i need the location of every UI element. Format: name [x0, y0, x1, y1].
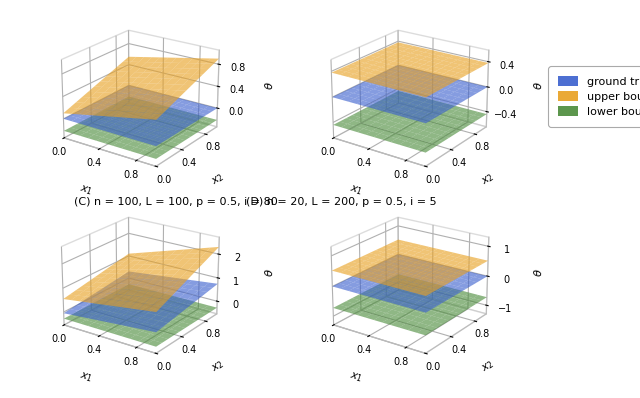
- Y-axis label: $x_2$: $x_2$: [479, 358, 497, 375]
- X-axis label: $x_1$: $x_1$: [348, 370, 364, 385]
- X-axis label: $x_1$: $x_1$: [78, 183, 94, 198]
- Text: (D) n = 20, L = 200, p = 0.5, i = 5: (D) n = 20, L = 200, p = 0.5, i = 5: [246, 197, 437, 207]
- Legend: ground truth, upper bound, lower bound: ground truth, upper bound, lower bound: [551, 69, 640, 124]
- Text: (C) n = 100, L = 100, p = 0.5, i = 80: (C) n = 100, L = 100, p = 0.5, i = 80: [74, 197, 277, 207]
- Y-axis label: $x_2$: $x_2$: [479, 171, 497, 188]
- Y-axis label: $x_2$: $x_2$: [210, 171, 227, 188]
- X-axis label: $x_1$: $x_1$: [348, 183, 364, 198]
- Y-axis label: $x_2$: $x_2$: [210, 358, 227, 375]
- X-axis label: $x_1$: $x_1$: [78, 370, 94, 385]
